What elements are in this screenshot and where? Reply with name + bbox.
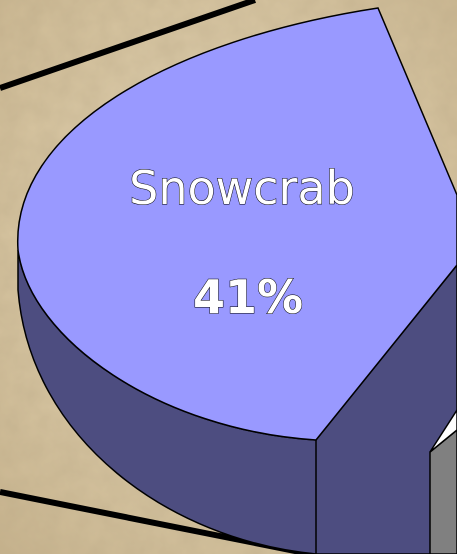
slice-label: Snowcrab (129, 161, 355, 215)
pie-slice (17, 7, 457, 441)
slice-value-label: 41% (193, 270, 303, 324)
other-slice-top (429, 408, 457, 453)
frame-line (0, 0, 256, 91)
